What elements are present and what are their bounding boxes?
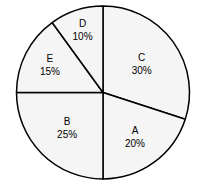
svg-text:E15%: E15% — [40, 53, 60, 77]
svg-text:C30%: C30% — [132, 52, 152, 76]
svg-text:B25%: B25% — [57, 116, 77, 140]
svg-text:D10%: D10% — [73, 18, 93, 42]
svg-text:A20%: A20% — [125, 125, 145, 149]
